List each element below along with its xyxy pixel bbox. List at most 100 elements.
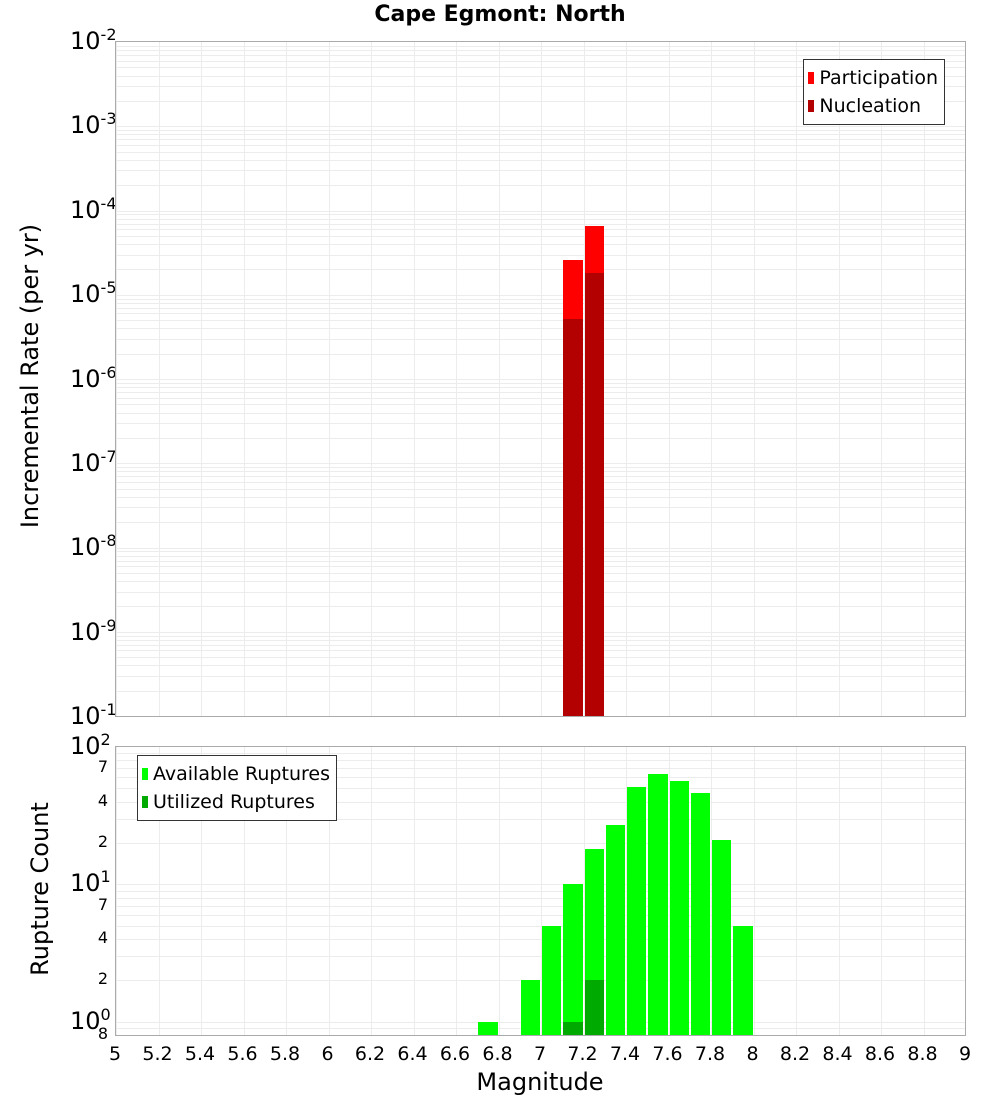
available-ruptures-bar	[520, 980, 540, 1035]
grid-line	[116, 467, 965, 469]
grid-line	[116, 547, 965, 549]
grid-line	[116, 55, 965, 57]
top-y-axis-label: Incremental Rate (per yr)	[16, 223, 44, 529]
y-tick-label: 10-2	[70, 25, 117, 55]
y-tick-label: 101	[70, 867, 111, 898]
available-ruptures-bar	[605, 825, 625, 1035]
x-tick-label: 6.8	[482, 1043, 513, 1065]
grid-line	[116, 591, 965, 593]
grid-line	[116, 777, 965, 779]
nucleation-bar	[584, 273, 604, 716]
grid-line	[116, 566, 965, 568]
grid-line	[116, 956, 965, 958]
y-minor-tick-label: 4	[97, 790, 108, 810]
grid-line	[116, 353, 965, 355]
x-tick-label: 6	[321, 1043, 334, 1065]
grid-line	[116, 75, 965, 77]
grid-line	[116, 665, 965, 667]
grid-line	[116, 476, 965, 478]
grid-line	[116, 130, 965, 132]
x-tick-label: 7.4	[609, 1043, 641, 1065]
grid-line	[116, 223, 965, 225]
x-tick-label: 8.2	[779, 1043, 811, 1065]
grid-line	[116, 1027, 965, 1029]
grid-line	[116, 50, 965, 52]
bottom-plot-area: Available Ruptures Utilized Ruptures	[115, 746, 966, 1036]
grid-line	[116, 644, 965, 646]
grid-line	[116, 939, 965, 940]
x-tick-label: 9	[958, 1043, 972, 1065]
grid-line	[116, 144, 965, 146]
available-ruptures-bar	[733, 925, 753, 1035]
x-tick-label: 7.8	[694, 1043, 726, 1065]
grid-line	[116, 139, 965, 141]
grid-line	[116, 126, 965, 128]
utilized-ruptures-bar	[563, 1021, 583, 1035]
grid-line	[116, 463, 965, 465]
participation-swatch-icon	[808, 72, 815, 84]
grid-line	[116, 134, 965, 136]
grid-line	[116, 905, 965, 907]
available-swatch-icon	[142, 768, 148, 780]
grid-line	[116, 675, 965, 677]
grid-line	[116, 639, 965, 641]
available-ruptures-bar	[627, 787, 647, 1035]
available-ruptures-bar	[478, 1021, 498, 1035]
grid-line	[116, 760, 965, 762]
grid-line	[116, 650, 965, 652]
available-ruptures-bar	[563, 884, 583, 1035]
utilized-swatch-icon	[142, 796, 148, 808]
grid-line	[116, 496, 965, 498]
y-minor-tick-label: 2	[97, 969, 108, 989]
grid-line	[116, 631, 965, 633]
grid-line	[116, 801, 965, 803]
grid-line	[116, 925, 965, 927]
y-minor-tick-label: 7	[97, 757, 108, 777]
grid-line	[116, 1021, 965, 1023]
x-tick-label: 8.8	[907, 1043, 938, 1065]
grid-line	[116, 100, 965, 102]
bottom-y-axis-label: Rupture Count	[26, 802, 54, 976]
legend-item-nucleation: Nucleation	[808, 92, 938, 120]
grid-line	[116, 397, 965, 399]
y-tick-label: 10-3	[70, 109, 117, 140]
grid-line	[116, 890, 965, 892]
y-tick-label: 10-8	[70, 531, 117, 562]
grid-line	[116, 753, 965, 755]
grid-line	[116, 302, 965, 304]
grid-line	[116, 581, 965, 583]
available-ruptures-bar	[542, 925, 562, 1035]
available-ruptures-bar	[648, 773, 668, 1035]
y-tick-label: 10-7	[70, 447, 117, 477]
x-tick-label: 7.2	[567, 1043, 598, 1065]
grid-line	[116, 67, 965, 69]
grid-line	[116, 507, 965, 509]
y-minor-tick-label: 8	[97, 1024, 108, 1043]
grid-line	[116, 657, 965, 659]
grid-line	[116, 382, 965, 384]
legend-item-participation: Participation	[808, 64, 938, 92]
grid-line	[116, 980, 965, 982]
grid-line	[116, 170, 965, 172]
grid-line	[116, 481, 965, 483]
grid-line	[116, 488, 965, 490]
grid-line	[116, 210, 965, 212]
available-ruptures-bar	[690, 793, 710, 1035]
available-ruptures-bar	[712, 840, 732, 1035]
grid-line	[116, 254, 965, 256]
available-ruptures-bar	[669, 780, 689, 1035]
x-tick-label: 7	[533, 1043, 547, 1065]
grid-line	[116, 159, 965, 161]
grid-line	[116, 423, 965, 425]
grid-line	[116, 412, 965, 414]
grid-line	[116, 320, 965, 322]
x-tick-label: 5.8	[269, 1043, 301, 1065]
grid-line	[116, 244, 965, 246]
legend-label: Participation	[819, 67, 938, 89]
x-tick-label: 8	[746, 1043, 759, 1065]
x-tick-label: 7.6	[652, 1043, 683, 1065]
grid-line	[116, 690, 965, 692]
grid-line	[116, 768, 965, 770]
grid-line	[116, 298, 965, 300]
grid-line	[116, 788, 965, 790]
